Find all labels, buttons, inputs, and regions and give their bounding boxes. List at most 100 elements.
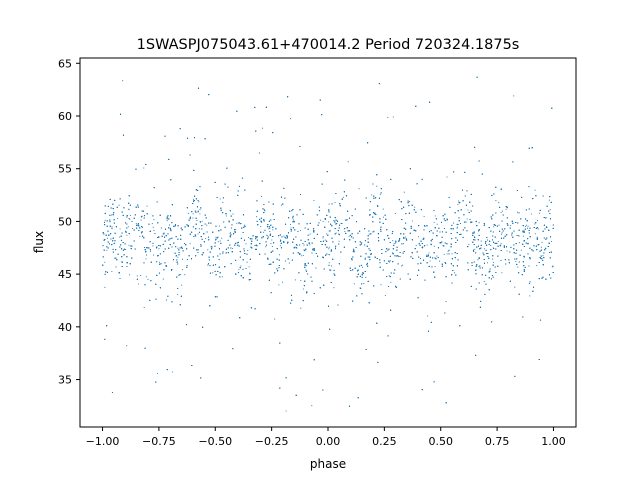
data-point <box>187 212 189 214</box>
data-point <box>152 245 154 247</box>
data-point <box>388 261 390 263</box>
data-point <box>335 232 337 234</box>
data-point <box>127 226 129 228</box>
data-point <box>457 203 459 206</box>
data-point <box>534 189 536 191</box>
data-point <box>162 233 164 235</box>
data-point <box>534 223 536 225</box>
data-point <box>301 255 303 257</box>
data-point <box>537 220 539 222</box>
data-point <box>426 244 428 246</box>
data-point <box>132 228 134 230</box>
data-point <box>162 278 164 280</box>
data-point <box>382 208 384 210</box>
data-point <box>232 213 234 215</box>
data-point <box>390 281 392 283</box>
data-point <box>328 203 330 205</box>
data-point <box>302 254 304 257</box>
data-point <box>311 405 313 407</box>
data-point <box>328 248 330 250</box>
data-point <box>388 275 390 277</box>
data-point <box>477 259 479 261</box>
data-point <box>152 226 154 228</box>
data-point <box>201 220 203 222</box>
data-point <box>423 237 425 239</box>
data-point <box>495 200 497 202</box>
data-point <box>497 240 499 243</box>
data-point <box>483 281 485 283</box>
points-layer <box>102 76 554 412</box>
data-point <box>289 223 292 226</box>
data-point <box>524 225 527 227</box>
data-point <box>322 236 324 238</box>
data-point <box>538 212 540 214</box>
data-point <box>289 118 292 120</box>
data-point <box>143 306 145 309</box>
data-point <box>278 284 280 286</box>
data-point <box>305 269 307 271</box>
data-point <box>400 265 402 267</box>
data-point <box>354 251 356 253</box>
data-point <box>270 243 272 245</box>
data-point <box>197 233 199 235</box>
data-point <box>404 236 406 238</box>
data-point <box>263 208 265 210</box>
data-point <box>466 218 468 220</box>
data-point <box>189 243 191 245</box>
data-point <box>505 208 507 210</box>
data-point <box>245 243 247 245</box>
data-point <box>199 213 201 215</box>
data-point <box>338 240 340 242</box>
data-point <box>433 221 435 224</box>
data-point <box>486 262 489 264</box>
chart-title: 1SWASPJ075043.61+470014.2 Period 720324.… <box>137 37 520 53</box>
data-point <box>302 288 304 290</box>
data-point <box>181 258 184 260</box>
data-point <box>510 225 512 227</box>
data-point <box>235 229 237 231</box>
data-point <box>196 220 198 222</box>
data-point <box>207 264 209 266</box>
data-point <box>269 231 271 233</box>
data-point <box>137 283 140 285</box>
data-point <box>538 228 540 230</box>
data-point <box>153 254 155 256</box>
data-point <box>280 204 282 206</box>
data-point <box>263 231 265 233</box>
data-point <box>526 227 529 229</box>
data-point <box>222 201 224 203</box>
data-point <box>135 223 137 225</box>
data-point <box>540 258 542 260</box>
data-point <box>525 218 527 220</box>
data-point <box>447 250 449 252</box>
data-point <box>506 250 508 252</box>
data-point <box>119 228 121 230</box>
data-point <box>240 265 242 267</box>
data-point <box>294 279 296 281</box>
data-point <box>126 345 128 347</box>
data-point <box>300 279 302 281</box>
data-point <box>212 272 214 274</box>
data-point <box>342 196 344 198</box>
data-point <box>536 265 538 267</box>
data-point <box>205 237 207 240</box>
data-point <box>376 185 378 187</box>
data-point <box>237 222 239 224</box>
data-point <box>451 253 453 255</box>
data-point <box>279 245 281 247</box>
data-point <box>206 224 208 226</box>
data-point <box>294 246 296 248</box>
data-point <box>330 265 333 267</box>
data-point <box>436 223 438 225</box>
data-point <box>282 281 284 283</box>
data-point <box>118 204 120 206</box>
data-point <box>414 206 416 208</box>
data-point <box>139 235 141 237</box>
data-point <box>454 272 456 274</box>
data-point <box>474 248 476 250</box>
data-point <box>198 201 200 203</box>
data-point <box>232 247 234 250</box>
data-point <box>392 116 394 118</box>
data-point <box>456 227 458 229</box>
data-point <box>145 276 147 278</box>
